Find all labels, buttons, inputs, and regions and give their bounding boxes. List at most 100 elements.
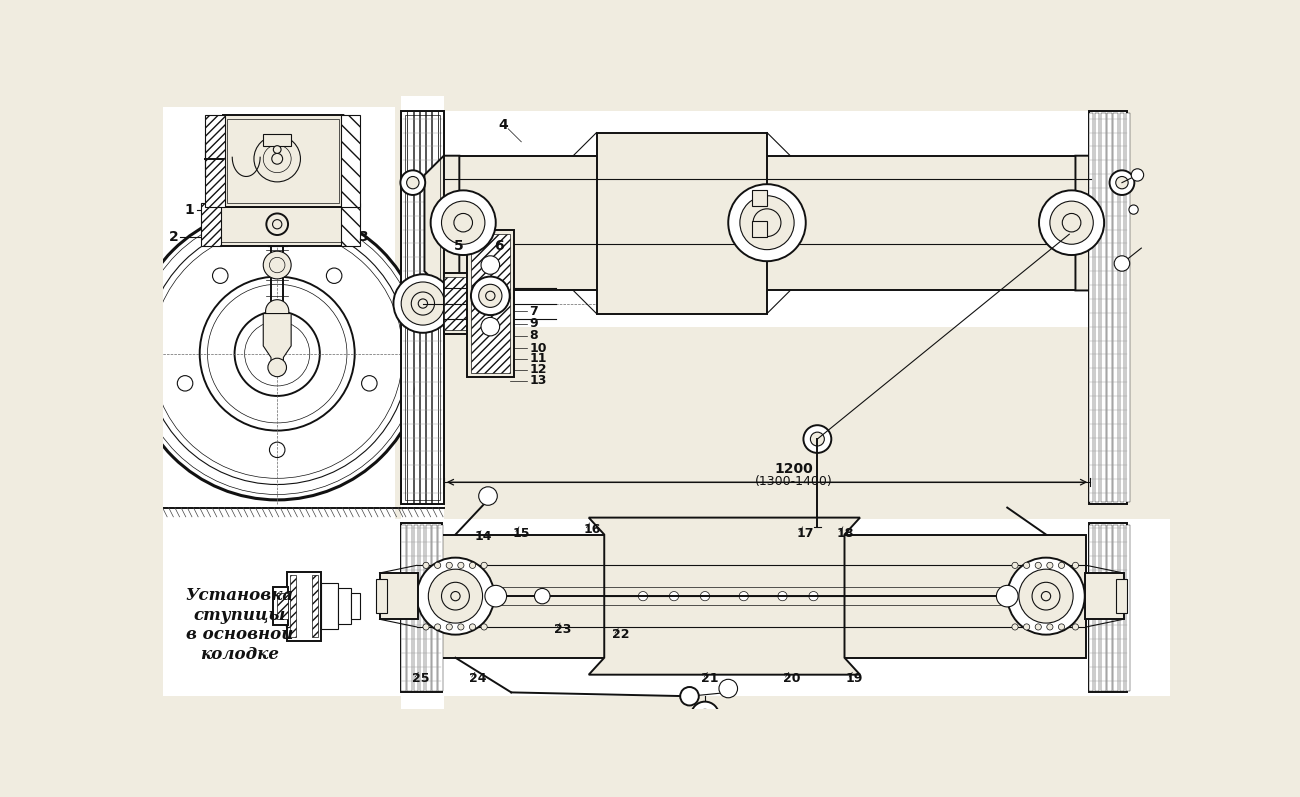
- Circle shape: [996, 585, 1018, 607]
- Text: 5: 5: [454, 239, 464, 253]
- Text: 11: 11: [529, 352, 546, 366]
- Circle shape: [471, 277, 510, 315]
- Text: 23: 23: [554, 622, 571, 636]
- Circle shape: [728, 184, 806, 261]
- Polygon shape: [1075, 155, 1110, 290]
- Circle shape: [273, 146, 281, 153]
- Circle shape: [485, 585, 507, 607]
- Bar: [341, 115, 360, 207]
- Text: 24: 24: [468, 672, 486, 685]
- Circle shape: [1008, 558, 1084, 634]
- Circle shape: [1011, 624, 1018, 630]
- Text: 12: 12: [529, 363, 546, 376]
- Circle shape: [442, 583, 469, 610]
- Bar: [443, 277, 471, 331]
- Circle shape: [1115, 176, 1128, 189]
- Circle shape: [1041, 591, 1050, 601]
- Circle shape: [263, 251, 291, 279]
- Bar: [402, 524, 406, 691]
- Bar: [290, 575, 296, 637]
- Bar: [162, 107, 395, 546]
- Circle shape: [1035, 562, 1041, 568]
- Circle shape: [458, 562, 464, 568]
- Circle shape: [481, 562, 488, 568]
- Text: 13: 13: [529, 374, 546, 387]
- Bar: [1108, 112, 1112, 502]
- Circle shape: [422, 562, 429, 568]
- Circle shape: [212, 268, 227, 284]
- Bar: [467, 230, 514, 377]
- Text: 20: 20: [783, 672, 800, 685]
- Text: 1200: 1200: [775, 462, 814, 476]
- Bar: [751, 221, 767, 237]
- Bar: [1088, 111, 1127, 504]
- Text: 15: 15: [512, 527, 530, 540]
- Bar: [1119, 112, 1124, 502]
- Text: 8: 8: [529, 329, 538, 343]
- Circle shape: [740, 196, 794, 249]
- Circle shape: [478, 487, 498, 505]
- Bar: [402, 111, 443, 504]
- Circle shape: [469, 562, 476, 568]
- Circle shape: [534, 588, 550, 604]
- Circle shape: [130, 207, 425, 500]
- Text: 25: 25: [412, 672, 429, 685]
- Bar: [263, 134, 291, 146]
- Circle shape: [446, 562, 452, 568]
- Text: 1: 1: [185, 202, 194, 217]
- Circle shape: [451, 591, 460, 601]
- Bar: [376, 579, 387, 613]
- Bar: [438, 111, 443, 504]
- Circle shape: [1072, 624, 1079, 630]
- Bar: [402, 523, 442, 693]
- Bar: [413, 111, 419, 504]
- Circle shape: [670, 591, 679, 601]
- Bar: [1126, 524, 1131, 691]
- Bar: [312, 575, 318, 637]
- Circle shape: [1128, 205, 1139, 214]
- Bar: [443, 273, 474, 334]
- Circle shape: [692, 701, 719, 729]
- Text: 7: 7: [529, 304, 538, 318]
- Bar: [286, 571, 321, 641]
- Circle shape: [481, 317, 499, 336]
- Circle shape: [740, 591, 749, 601]
- Bar: [471, 234, 510, 373]
- Circle shape: [430, 190, 495, 255]
- Circle shape: [1058, 562, 1065, 568]
- Bar: [432, 111, 438, 504]
- Circle shape: [326, 268, 342, 284]
- Circle shape: [1058, 624, 1065, 630]
- Circle shape: [481, 256, 499, 274]
- Circle shape: [458, 624, 464, 630]
- Circle shape: [1032, 583, 1060, 610]
- Bar: [226, 119, 339, 203]
- Bar: [438, 524, 443, 691]
- Circle shape: [272, 153, 282, 164]
- Circle shape: [701, 591, 710, 601]
- Circle shape: [446, 624, 452, 630]
- Bar: [277, 593, 289, 619]
- Bar: [443, 111, 1091, 327]
- Bar: [162, 519, 1170, 697]
- Circle shape: [422, 624, 429, 630]
- Circle shape: [428, 569, 482, 623]
- Bar: [1088, 112, 1093, 502]
- Circle shape: [1035, 624, 1041, 630]
- Bar: [1108, 524, 1112, 691]
- Circle shape: [269, 442, 285, 457]
- Bar: [1113, 112, 1118, 502]
- Bar: [420, 524, 424, 691]
- Circle shape: [810, 432, 824, 446]
- Text: 21: 21: [701, 672, 719, 685]
- Bar: [426, 524, 430, 691]
- Circle shape: [254, 135, 300, 182]
- Bar: [406, 115, 439, 500]
- Circle shape: [1046, 562, 1053, 568]
- Bar: [217, 207, 344, 242]
- Bar: [1084, 573, 1123, 619]
- Circle shape: [402, 282, 445, 325]
- Circle shape: [719, 679, 737, 698]
- Bar: [341, 203, 360, 245]
- Circle shape: [270, 347, 283, 359]
